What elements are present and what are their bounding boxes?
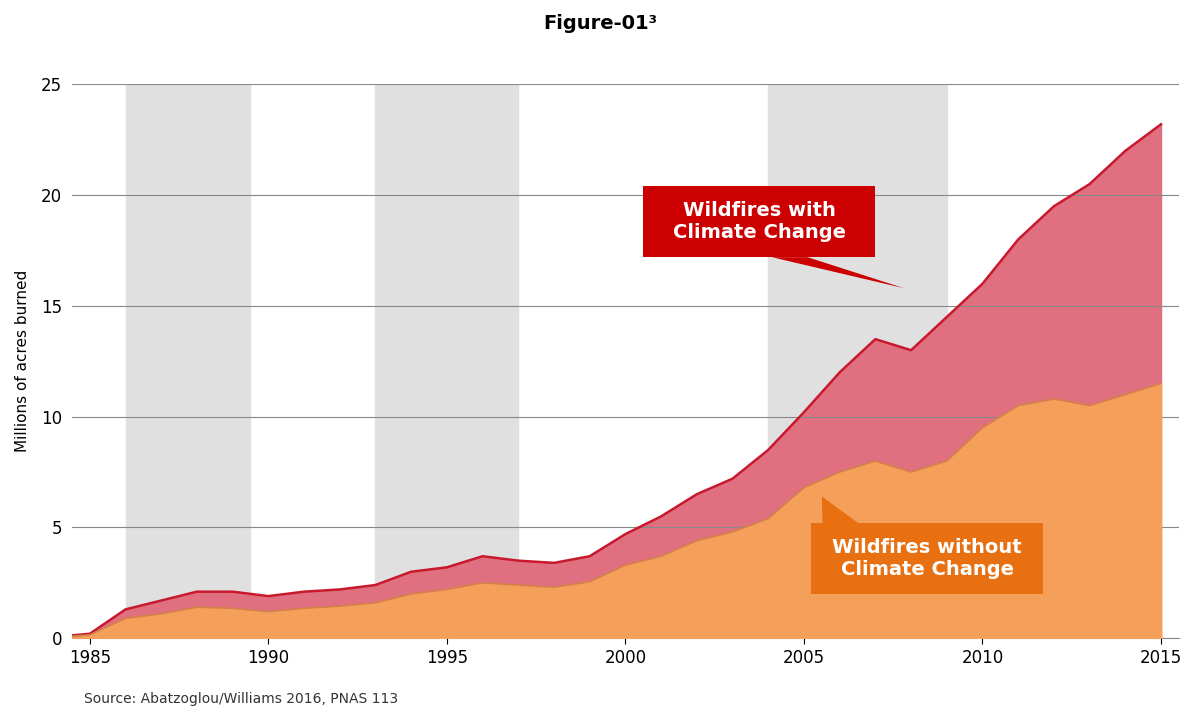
FancyBboxPatch shape [811, 523, 1043, 594]
Polygon shape [822, 496, 858, 523]
Bar [376, 84, 518, 638]
Text: Figure-01³: Figure-01³ [542, 14, 658, 33]
Text: Wildfires with
Climate Change: Wildfires with Climate Change [673, 201, 846, 242]
Text: Wildfires without
Climate Change: Wildfires without Climate Change [833, 538, 1022, 579]
Y-axis label: Millions of acres burned: Millions of acres burned [16, 271, 30, 452]
Bar [126, 84, 251, 638]
Text: Source: Abatzoglou/Williams 2016, PNAS 113: Source: Abatzoglou/Williams 2016, PNAS 1… [84, 692, 398, 706]
FancyBboxPatch shape [643, 186, 875, 257]
Polygon shape [772, 257, 904, 288]
Bar [768, 84, 947, 638]
